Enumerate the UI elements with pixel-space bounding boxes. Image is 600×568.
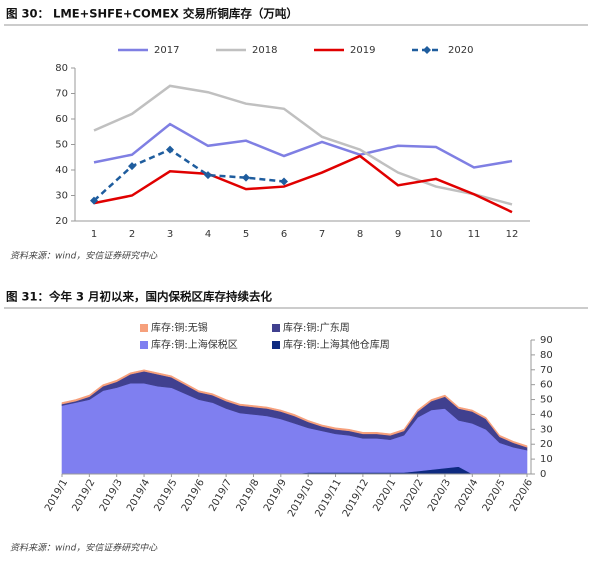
x-tick-label: 2020/5 [481, 478, 508, 514]
legend-label: 2018 [252, 45, 277, 56]
x-tick-label: 2020/3 [426, 478, 453, 514]
series-line [93, 122, 513, 169]
x-tick-label: 8 [357, 229, 363, 240]
legend-label: 库存:铜:无锡 [151, 321, 208, 334]
x-tick-label: 2020/6 [508, 478, 535, 514]
legend-label: 库存:铜:上海保税区 [151, 338, 238, 351]
x-tick-label: 9 [395, 229, 401, 240]
point-marker [166, 145, 174, 154]
x-tick-label: 2019/1 [43, 478, 70, 514]
x-tick-label: 2019/11 [313, 478, 343, 519]
y-tick-label: 80 [540, 350, 553, 361]
x-tick-label: 1 [91, 229, 97, 240]
y-tick-label: 60 [540, 380, 553, 391]
figure-caption: 图 30： LME+SHFE+COMEX 交易所铜库存（万吨） [6, 7, 298, 21]
x-tick-label: 2020/1 [371, 478, 398, 514]
point-marker [204, 171, 212, 180]
x-tick-label: 2019/9 [262, 478, 289, 514]
point-marker [242, 173, 250, 182]
point-marker [128, 162, 136, 171]
x-tick-label: 2019/8 [235, 478, 262, 514]
y-tick-label: 30 [55, 191, 68, 202]
legend-swatch [272, 324, 280, 332]
legend-label: 库存:铜:上海其他仓库周 [283, 338, 390, 351]
source-note: 资料来源：wind，安信证券研究中心 [10, 251, 158, 262]
y-tick-label: 50 [55, 140, 68, 151]
x-tick-label: 2019/7 [207, 478, 234, 514]
legend-label: 2019 [350, 45, 375, 56]
legend-swatch [140, 324, 148, 332]
y-tick-label: 90 [540, 335, 553, 346]
x-tick-label: 12 [506, 229, 519, 240]
stacked-area [61, 369, 528, 448]
x-tick-label: 3 [167, 229, 173, 240]
x-tick-label: 2019/2 [70, 478, 97, 514]
series-line [93, 148, 285, 202]
x-tick-label: 10 [430, 229, 443, 240]
y-tick-label: 80 [55, 63, 68, 74]
y-tick-label: 40 [540, 409, 553, 420]
legend-label: 2020 [448, 45, 473, 56]
y-tick-label: 50 [540, 395, 553, 406]
source-note: 资料来源：wind，安信证券研究中心 [10, 543, 158, 554]
x-tick-label: 2019/6 [180, 478, 207, 514]
legend-label: 库存:铜:广东周 [283, 321, 350, 334]
x-tick-label: 2019/5 [152, 478, 179, 514]
legend-swatch [272, 341, 280, 349]
x-tick-label: 2 [129, 229, 135, 240]
y-tick-label: 0 [540, 469, 546, 480]
x-tick-label: 2019/12 [341, 478, 371, 519]
y-tick-label: 70 [55, 89, 68, 100]
x-tick-label: 11 [468, 229, 481, 240]
x-tick-label: 5 [243, 229, 249, 240]
x-tick-label: 2020/2 [399, 478, 426, 514]
figure-caption: 图 31：今年 3 月初以来，国内保税区库存持续去化 [6, 290, 273, 304]
point-marker [90, 196, 98, 205]
x-tick-label: 2020/4 [453, 478, 480, 514]
y-tick-label: 10 [540, 454, 553, 465]
legend-swatch [140, 341, 148, 349]
series-line [93, 84, 513, 206]
y-tick-label: 30 [540, 424, 553, 435]
x-tick-label: 2019/4 [125, 478, 152, 514]
stacked-area [61, 382, 528, 475]
y-tick-label: 70 [540, 365, 553, 376]
y-tick-label: 60 [55, 114, 68, 125]
x-tick-label: 2019/10 [286, 478, 316, 519]
series-line [93, 154, 513, 214]
y-tick-label: 20 [540, 439, 553, 450]
y-tick-label: 20 [55, 216, 68, 227]
x-tick-label: 6 [281, 229, 287, 240]
legend-marker [423, 46, 431, 54]
point-marker [280, 177, 288, 186]
x-tick-label: 4 [205, 229, 211, 240]
x-tick-label: 2019/3 [98, 478, 125, 514]
legend-label: 2017 [154, 45, 179, 56]
x-tick-label: 7 [319, 229, 325, 240]
y-tick-label: 40 [55, 165, 68, 176]
